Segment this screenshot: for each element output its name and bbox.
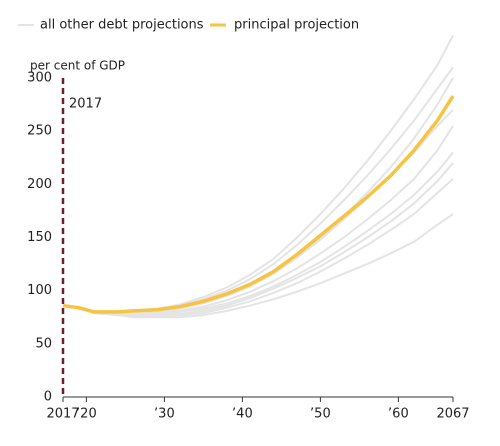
y-tick-label: 150 [27,230,52,245]
x-tick-label: ’30 [154,407,175,422]
y-tick-label: 200 [27,177,52,192]
legend-label: all other debt projections [40,18,204,33]
x-tick-label: ’60 [388,407,409,422]
y-tick-label: 300 [27,71,52,86]
x-tick-label: ’40 [232,407,253,422]
x-tick-label: ’50 [310,407,331,422]
y-tick-label: 50 [35,336,52,351]
legend-label: principal projection [234,18,359,33]
other-projection-line [62,151,454,316]
other-projection-line [62,125,454,316]
principal-line [62,95,455,314]
y-tick-label: 0 [44,390,52,405]
x-tick-label: 2067 [436,407,469,422]
other-projection-line [62,213,454,319]
x-tick-label: ’20 [76,407,97,422]
y-axis-label: per cent of GDP [30,59,125,73]
y-tick-label: 250 [27,124,52,139]
y-tick-label: 100 [27,283,52,298]
annotation-label: 2017 [69,97,102,112]
other-projection-line [62,66,454,313]
x-tick-label: 2017 [46,407,79,422]
